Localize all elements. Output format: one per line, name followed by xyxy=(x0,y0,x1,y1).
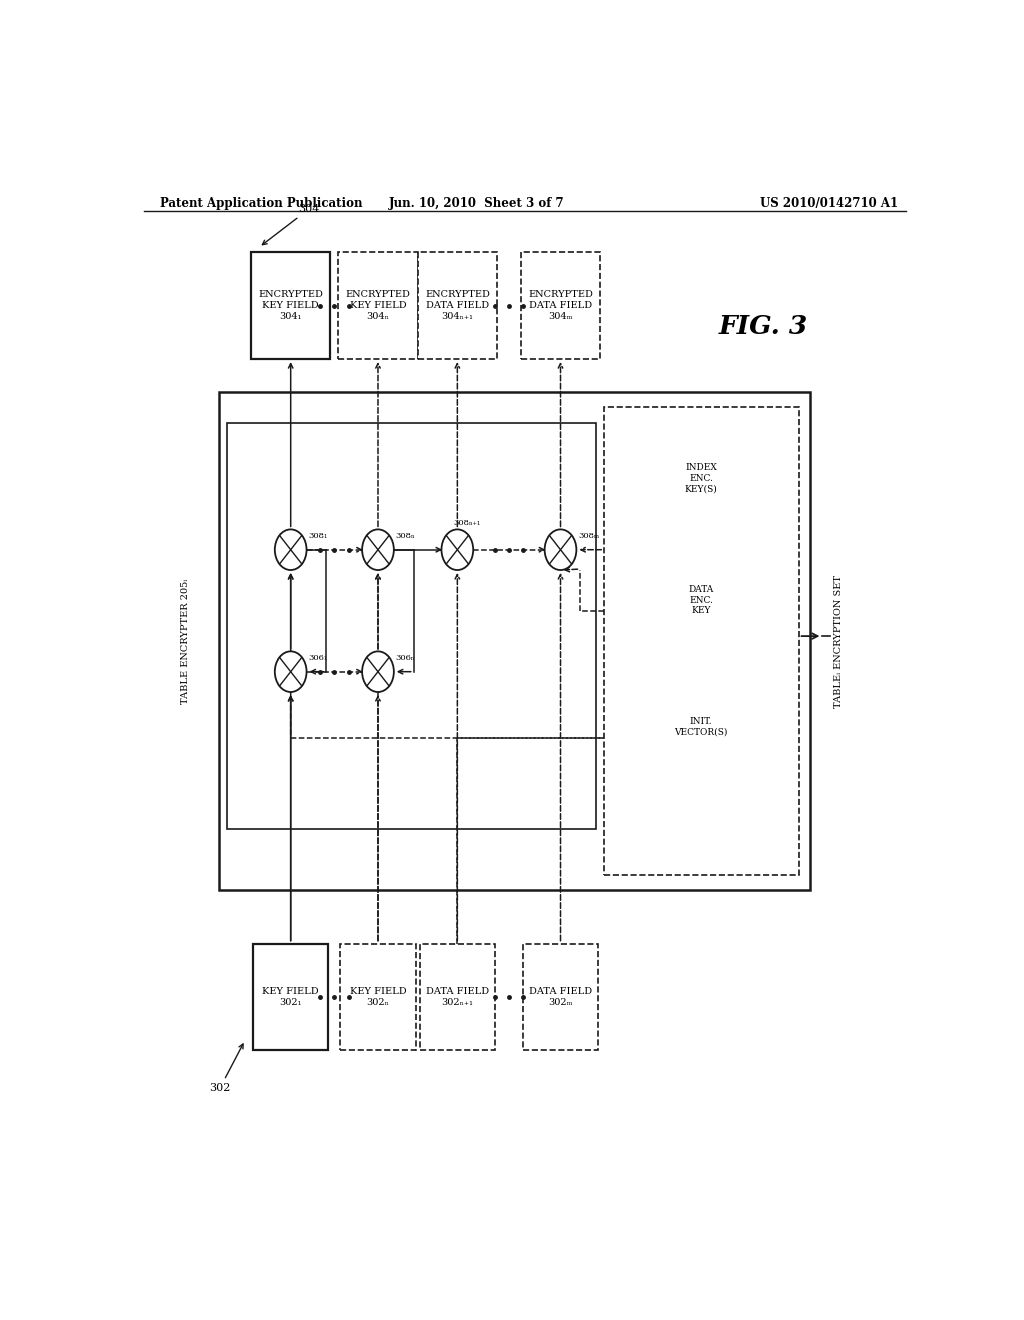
Circle shape xyxy=(362,651,394,692)
Bar xyxy=(523,944,598,1051)
Text: 308ₘ: 308ₘ xyxy=(578,532,599,540)
Text: ENCRYPTED
DATA FIELD
304ₙ₊₁: ENCRYPTED DATA FIELD 304ₙ₊₁ xyxy=(425,290,489,321)
Text: Patent Application Publication: Patent Application Publication xyxy=(160,197,362,210)
Text: 302: 302 xyxy=(209,1044,243,1093)
Circle shape xyxy=(274,651,306,692)
Bar xyxy=(227,422,596,829)
Text: KEY FIELD
302₁: KEY FIELD 302₁ xyxy=(262,987,319,1007)
Text: 308ₙ: 308ₙ xyxy=(395,532,415,540)
Bar xyxy=(253,944,329,1051)
Text: 304: 304 xyxy=(262,203,319,244)
Text: TABLEᵢ ENCRYPTION SET: TABLEᵢ ENCRYPTION SET xyxy=(834,574,843,708)
Text: INDEX
ENC.
KEY(S): INDEX ENC. KEY(S) xyxy=(685,463,718,494)
Bar xyxy=(219,392,811,890)
Text: INIT.
VECTOR(S): INIT. VECTOR(S) xyxy=(674,718,728,737)
Text: KEY FIELD
302ₙ: KEY FIELD 302ₙ xyxy=(349,987,407,1007)
Text: 306₁: 306₁ xyxy=(308,653,328,661)
Text: Jun. 10, 2010  Sheet 3 of 7: Jun. 10, 2010 Sheet 3 of 7 xyxy=(389,197,565,210)
Circle shape xyxy=(274,529,306,570)
Bar xyxy=(340,944,416,1051)
Bar xyxy=(251,252,331,359)
Bar xyxy=(418,252,497,359)
Bar xyxy=(420,944,495,1051)
Bar xyxy=(338,252,418,359)
Circle shape xyxy=(545,529,577,570)
Text: DATA
ENC.
KEY: DATA ENC. KEY xyxy=(688,585,714,615)
Text: DATA FIELD
302ₘ: DATA FIELD 302ₘ xyxy=(529,987,592,1007)
Circle shape xyxy=(362,529,394,570)
Text: 308ₙ₊₁: 308ₙ₊₁ xyxy=(454,519,480,528)
Text: TABLE ENCRYPTER 205ᵢ: TABLE ENCRYPTER 205ᵢ xyxy=(181,578,190,704)
Text: FIG. 3: FIG. 3 xyxy=(718,314,808,339)
Text: DATA FIELD
302ₙ₊₁: DATA FIELD 302ₙ₊₁ xyxy=(426,987,488,1007)
Bar xyxy=(604,408,799,875)
Text: US 2010/0142710 A1: US 2010/0142710 A1 xyxy=(760,197,898,210)
Text: ENCRYPTED
DATA FIELD
304ₘ: ENCRYPTED DATA FIELD 304ₘ xyxy=(528,290,593,321)
Bar xyxy=(521,252,600,359)
Text: ENCRYPTED
KEY FIELD
304ₙ: ENCRYPTED KEY FIELD 304ₙ xyxy=(345,290,411,321)
Text: 308₁: 308₁ xyxy=(308,532,328,540)
Text: ENCRYPTED
KEY FIELD
304₁: ENCRYPTED KEY FIELD 304₁ xyxy=(258,290,324,321)
Text: 306ₙ: 306ₙ xyxy=(395,653,415,661)
Circle shape xyxy=(441,529,473,570)
